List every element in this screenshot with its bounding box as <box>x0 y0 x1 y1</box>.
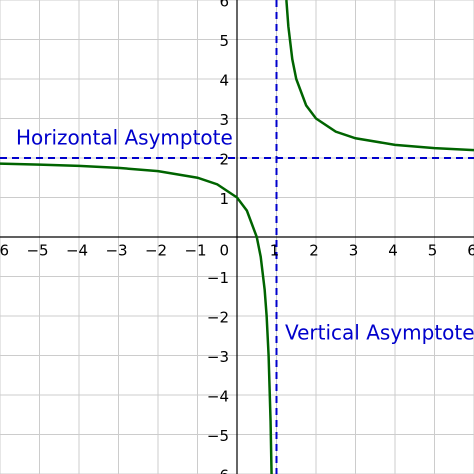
y-tick-label: −6 <box>207 467 229 474</box>
y-tick-label: −3 <box>207 348 229 366</box>
x-tick-label: 5 <box>428 242 438 260</box>
x-tick-label: 6 <box>467 242 474 260</box>
x-tick-label: −4 <box>66 242 88 260</box>
x-tick-label: −3 <box>105 242 127 260</box>
y-tick-label: −1 <box>207 269 229 287</box>
x-tick-label: −6 <box>0 242 9 260</box>
y-tick-label: −5 <box>207 427 229 445</box>
y-tick-label: 4 <box>219 72 229 90</box>
annotation: Horizontal Asymptote <box>16 126 233 150</box>
y-tick-label: −4 <box>207 388 229 406</box>
x-tick-label: 0 <box>219 242 229 260</box>
y-tick-label: 3 <box>219 111 229 129</box>
y-tick-label: 2 <box>219 151 229 169</box>
y-tick-label: 5 <box>219 32 229 50</box>
x-tick-label: −5 <box>26 242 48 260</box>
curve <box>285 0 474 152</box>
y-tick-label: 6 <box>219 0 229 11</box>
x-tick-label: 4 <box>388 242 398 260</box>
y-tick-label: −2 <box>207 309 229 327</box>
x-tick-label: −2 <box>145 242 167 260</box>
x-tick-label: 2 <box>309 242 319 260</box>
x-tick-label: 1 <box>270 242 280 260</box>
curve <box>0 162 273 474</box>
x-tick-label: 3 <box>349 242 359 260</box>
x-tick-label: −1 <box>184 242 206 260</box>
y-tick-label: 1 <box>219 190 229 208</box>
annotation: Vertical Asymptote <box>285 321 474 345</box>
